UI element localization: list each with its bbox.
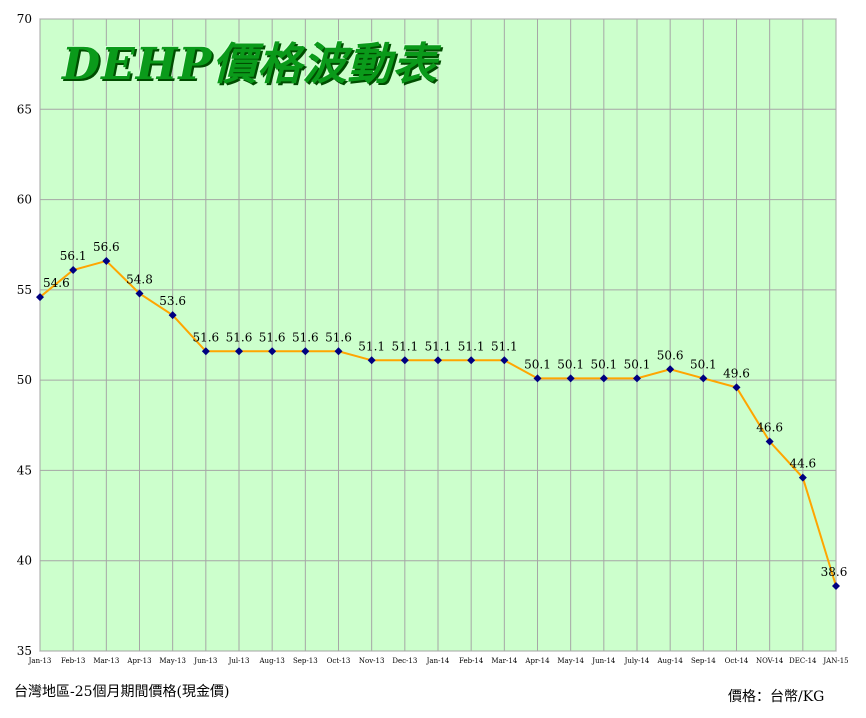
data-label: 51.1 bbox=[491, 339, 518, 353]
data-point bbox=[168, 311, 177, 320]
chart-title: DEHP價格波動表 bbox=[62, 39, 438, 90]
y-tick-label: 55 bbox=[17, 283, 32, 297]
data-labels: 54.6 56.1 56.6 54.8 53.6 51.6 51.6 51.6 51.6 51.6… bbox=[43, 240, 847, 579]
x-tick-label: Jan-13 bbox=[28, 657, 52, 665]
data-label: 51.1 bbox=[458, 339, 485, 353]
data-label: 51.6 bbox=[292, 330, 319, 344]
x-axis-ticks: Jan-13 Feb-13 Mar-13 Apr-13 May-13 Jun-13 Jul-… bbox=[28, 657, 849, 665]
data-point bbox=[765, 437, 774, 446]
x-tick-label: Jun-14 bbox=[591, 657, 616, 665]
x-tick-label: Oct-13 bbox=[327, 657, 351, 665]
y-tick-label: 60 bbox=[17, 193, 32, 207]
y-tick-label: 35 bbox=[17, 644, 32, 658]
x-tick-label: Aug-13 bbox=[259, 657, 285, 665]
data-label: 46.6 bbox=[756, 421, 783, 435]
data-label: 50.1 bbox=[524, 357, 551, 371]
data-point bbox=[367, 356, 376, 365]
y-axis-ticks: 35 40 45 50 55 60 65 70 bbox=[17, 12, 32, 658]
y-tick-label: 70 bbox=[17, 12, 32, 26]
data-label: 51.6 bbox=[192, 330, 219, 344]
unit-note: 價格：台幣/KG bbox=[728, 689, 825, 705]
y-tick-label: 65 bbox=[17, 102, 32, 116]
x-tick-label: Feb-14 bbox=[459, 657, 484, 665]
data-label: 56.1 bbox=[60, 249, 87, 263]
x-tick-label: Nov-13 bbox=[359, 657, 385, 665]
x-tick-label: Mar-14 bbox=[491, 657, 518, 665]
data-point bbox=[102, 256, 111, 265]
x-tick-label: Sep-13 bbox=[293, 657, 318, 665]
data-point bbox=[467, 356, 476, 365]
data-label: 51.1 bbox=[358, 339, 385, 353]
data-point bbox=[533, 374, 542, 383]
data-point bbox=[666, 365, 675, 374]
data-point bbox=[400, 356, 409, 365]
chart-caption: 台灣地區-25個月期間價格(現金價) bbox=[14, 684, 230, 700]
data-label: 54.8 bbox=[126, 272, 153, 286]
data-point bbox=[334, 347, 343, 356]
data-point bbox=[832, 581, 840, 590]
data-point bbox=[268, 347, 277, 356]
data-point bbox=[599, 374, 608, 383]
data-label: 38.6 bbox=[821, 565, 848, 579]
data-label: 50.1 bbox=[590, 357, 617, 371]
data-point bbox=[699, 374, 708, 383]
data-point bbox=[135, 289, 144, 298]
x-tick-label: Feb-13 bbox=[61, 657, 85, 665]
x-tick-label: May-14 bbox=[557, 657, 584, 665]
data-label: 49.6 bbox=[723, 366, 750, 380]
x-tick-label: Jul-13 bbox=[228, 657, 250, 665]
x-tick-label: NOV-14 bbox=[756, 657, 784, 665]
x-tick-label: Dec-13 bbox=[392, 657, 417, 665]
data-label: 50.6 bbox=[657, 348, 684, 362]
x-tick-label: Apr-14 bbox=[524, 657, 550, 665]
x-tick-label: Mar-13 bbox=[93, 657, 119, 665]
data-point bbox=[566, 374, 575, 383]
data-label: 51.6 bbox=[259, 330, 286, 344]
x-tick-label: Apr-13 bbox=[126, 657, 151, 665]
data-label: 50.1 bbox=[624, 357, 651, 371]
data-point bbox=[500, 356, 509, 365]
data-point bbox=[69, 265, 78, 274]
data-label: 51.6 bbox=[325, 330, 352, 344]
data-label: 56.6 bbox=[93, 240, 120, 254]
data-point bbox=[36, 293, 44, 302]
x-tick-label: JAN-15 bbox=[822, 657, 848, 665]
x-tick-label: Jan-14 bbox=[426, 657, 450, 665]
series-markers bbox=[36, 256, 840, 590]
data-label: 53.6 bbox=[159, 294, 186, 308]
x-tick-label: Sep-14 bbox=[691, 657, 716, 665]
data-point bbox=[434, 356, 442, 365]
data-point bbox=[301, 347, 310, 356]
data-label: 51.1 bbox=[391, 339, 418, 353]
x-tick-label: Aug-14 bbox=[657, 657, 684, 665]
x-tick-label: May-13 bbox=[159, 657, 186, 665]
y-tick-label: 40 bbox=[17, 554, 32, 568]
data-point bbox=[201, 347, 210, 356]
data-point bbox=[732, 383, 741, 392]
x-tick-label: Jun-13 bbox=[193, 657, 217, 665]
data-label: 51.1 bbox=[425, 339, 452, 353]
grid-lines bbox=[39, 18, 837, 652]
x-tick-label: Oct-14 bbox=[725, 657, 749, 665]
data-point bbox=[235, 347, 243, 356]
data-label: 50.1 bbox=[557, 357, 584, 371]
x-tick-label: July-14 bbox=[624, 657, 650, 665]
data-label: 51.6 bbox=[226, 330, 253, 344]
data-point bbox=[633, 374, 641, 383]
y-tick-label: 50 bbox=[17, 373, 32, 387]
data-point bbox=[798, 473, 807, 482]
y-tick-label: 45 bbox=[17, 463, 32, 477]
data-label: 54.6 bbox=[43, 276, 70, 290]
data-label: 50.1 bbox=[690, 357, 717, 371]
data-label: 44.6 bbox=[789, 457, 816, 471]
x-tick-label: DEC-14 bbox=[789, 657, 817, 665]
